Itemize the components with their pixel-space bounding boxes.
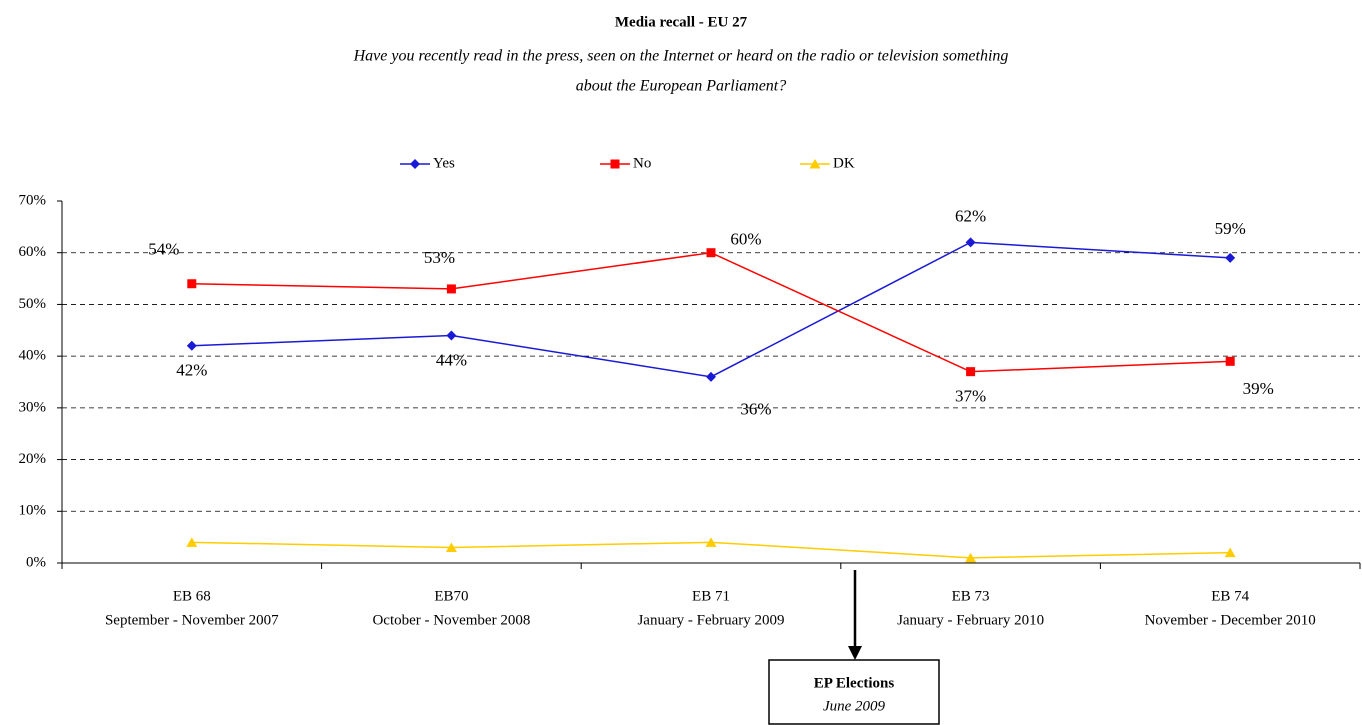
marker <box>1224 547 1236 558</box>
marker <box>445 542 457 552</box>
x-tick-label: January - February 2010 <box>897 612 1044 628</box>
y-tick-label: 40% <box>19 348 47 364</box>
x-tick-label: EB 71 <box>692 588 730 604</box>
marker <box>187 279 197 289</box>
marker <box>965 552 977 563</box>
marker <box>1225 356 1235 366</box>
y-tick-label: 10% <box>19 503 47 519</box>
y-tick-label: 70% <box>19 192 47 208</box>
y-tick-label: 0% <box>26 554 46 570</box>
data-label: 54% <box>148 240 179 259</box>
data-label: 53% <box>424 248 455 267</box>
x-tick-label: EB 68 <box>173 588 211 604</box>
x-tick-label: November - December 2010 <box>1145 612 1316 628</box>
series-line <box>191 241 1231 378</box>
marker <box>1225 252 1236 263</box>
annotation-title: EP Elections <box>814 675 895 691</box>
x-tick-label: January - February 2009 <box>637 612 784 628</box>
marker <box>186 537 198 547</box>
annotation-box <box>768 659 940 725</box>
legend-marker <box>610 159 620 169</box>
marker <box>966 367 976 377</box>
y-tick-label: 50% <box>19 296 47 312</box>
marker <box>965 237 976 248</box>
legend-marker <box>410 159 420 169</box>
data-label: 59% <box>1215 219 1246 238</box>
x-tick-label: September - November 2007 <box>105 612 279 628</box>
data-label: 60% <box>730 230 761 249</box>
x-tick-label: EB 73 <box>952 588 990 604</box>
x-tick-label: October - November 2008 <box>372 612 530 628</box>
data-label: 62% <box>955 206 986 225</box>
legend-marker <box>809 159 821 169</box>
x-tick-label: EB 74 <box>1211 588 1249 604</box>
legend-label: DK <box>833 155 855 171</box>
data-label: 36% <box>740 400 771 419</box>
y-tick-label: 60% <box>19 244 47 260</box>
legend-label: No <box>633 155 651 171</box>
y-tick-label: 30% <box>19 399 47 415</box>
data-label: 44% <box>436 350 467 369</box>
arrow-head <box>848 646 862 660</box>
chart-subtitle: Have you recently read in the press, see… <box>353 48 1009 65</box>
x-tick-label: EB70 <box>434 588 468 604</box>
legend-label: Yes <box>433 155 455 171</box>
chart-title: Media recall - EU 27 <box>615 14 748 30</box>
chart-subtitle: about the European Parliament? <box>576 78 787 95</box>
marker <box>446 330 457 341</box>
data-label: 42% <box>176 361 207 380</box>
marker <box>186 340 197 351</box>
data-label: 37% <box>955 387 986 406</box>
data-label: 39% <box>1243 379 1274 398</box>
annotation: EP Elections June 2009 <box>768 570 940 725</box>
y-tick-label: 20% <box>19 451 47 467</box>
marker <box>446 284 456 294</box>
annotation-subtitle: June 2009 <box>823 698 886 714</box>
marker <box>706 248 716 258</box>
series-line <box>191 251 1231 373</box>
marker <box>705 537 717 547</box>
marker <box>706 371 716 382</box>
